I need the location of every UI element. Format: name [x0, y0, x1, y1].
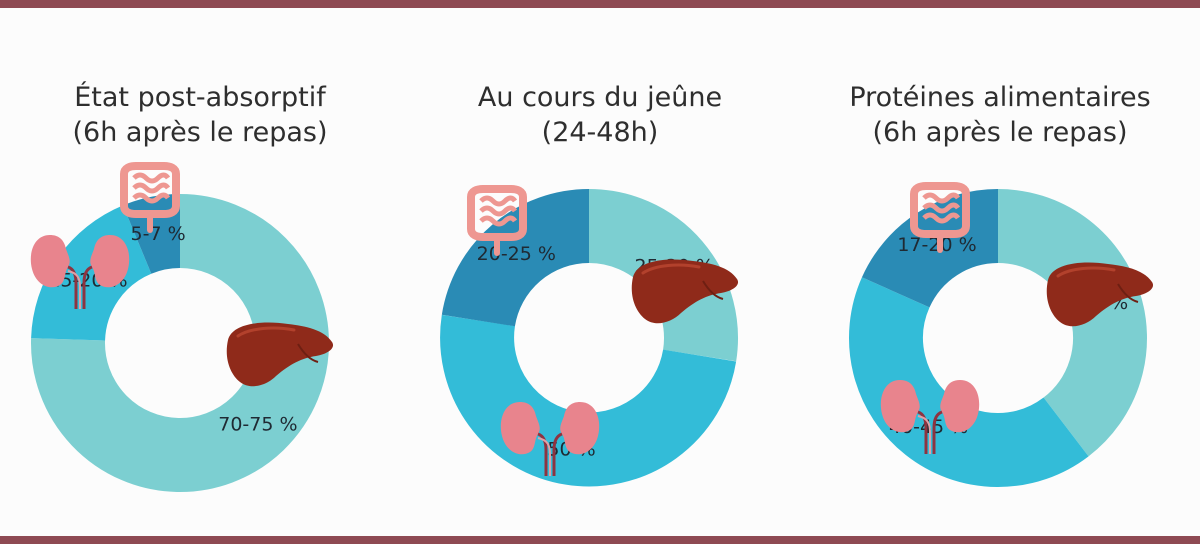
chart-title-line-2: (6h après le repas)	[872, 117, 1128, 148]
slice-label: 20-25 %	[477, 243, 556, 265]
liver-icon	[226, 322, 334, 387]
donut-slice-intestine	[122, 194, 182, 275]
kidney-icon	[30, 235, 130, 309]
donut-slice-liver	[31, 194, 329, 492]
chart-panel-jeune: Au cours du jeûne (24-48h) 25-30 %50 %20…	[400, 0, 800, 544]
chart-title: Au cours du jeûne (24-48h)	[400, 80, 800, 150]
chart-title: État post-absorptif (6h après le repas)	[0, 80, 400, 150]
liver-icon	[1046, 262, 1154, 327]
top-rule	[0, 0, 1200, 8]
donut-chart: 70-75 %15-20 %5-7 %	[30, 162, 334, 492]
bottom-rule	[0, 536, 1200, 544]
chart-panel-proteines: Protéines alimentaires (6h après le repa…	[800, 0, 1200, 544]
chart-panel-post-absorptif: État post-absorptif (6h après le repas) …	[0, 0, 400, 544]
intestine-icon	[910, 182, 970, 253]
kidney-icon	[880, 380, 980, 454]
intestine-icon	[120, 162, 180, 233]
donut-slice-liver	[996, 189, 1147, 457]
chart-title-line-1: Au cours du jeûne	[477, 82, 723, 113]
chart-title-line-1: État post-absorptif	[74, 82, 326, 113]
liver-icon	[631, 259, 739, 324]
slice-label: 70-75 %	[218, 414, 297, 436]
chart-title: Protéines alimentaires (6h après le repa…	[800, 80, 1200, 150]
donut-chart: 25-30 %50 %20-25 %	[440, 185, 739, 487]
slice-label: 5-7 %	[131, 223, 186, 245]
donut-slice-intestine	[441, 189, 591, 328]
chart-title-line-1: Protéines alimentaires	[849, 82, 1151, 113]
chart-title-line-2: (24-48h)	[541, 117, 659, 148]
kidney-icon	[500, 402, 600, 476]
chart-title-line-2: (6h après le repas)	[72, 117, 328, 148]
intestine-icon	[467, 185, 527, 256]
donut-chart: 40 %40-45 %17-20 %	[849, 182, 1154, 487]
